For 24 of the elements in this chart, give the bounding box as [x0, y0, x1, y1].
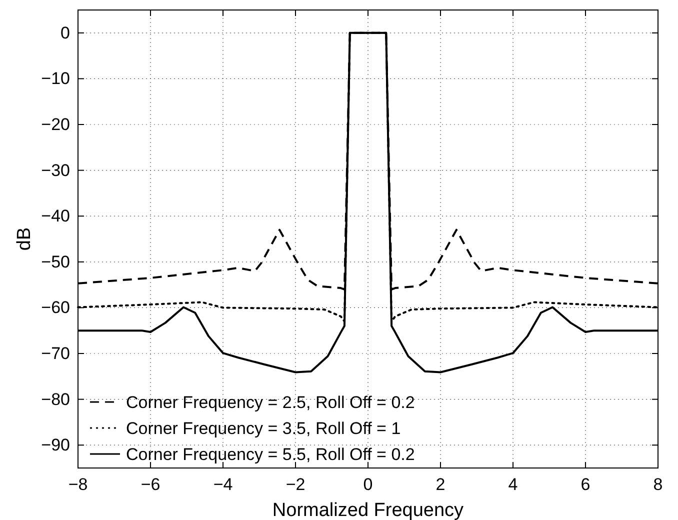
x-tick-label: −2 — [286, 475, 306, 494]
y-tick-label: −30 — [41, 160, 70, 180]
x-tick-label: 4 — [508, 475, 518, 494]
legend-label: Corner Frequency = 5.5, Roll Off = 0.2 — [126, 445, 415, 464]
y-tick-label: −60 — [41, 298, 70, 318]
y-tick-label: −70 — [41, 344, 70, 363]
y-tick-label: −80 — [41, 390, 70, 409]
x-tick-label: 8 — [653, 475, 663, 494]
x-tick-label: 2 — [436, 475, 446, 494]
y-axis-title: dB — [14, 227, 35, 251]
y-tick-label: −40 — [41, 206, 70, 226]
legend-label: Corner Frequency = 3.5, Roll Off = 1 — [126, 419, 401, 438]
y-tick-label: −20 — [41, 114, 70, 134]
legend-label: Corner Frequency = 2.5, Roll Off = 0.2 — [126, 393, 415, 412]
y-tick-label: 0 — [60, 23, 70, 42]
x-tick-label: −4 — [213, 475, 233, 494]
x-tick-label: 0 — [363, 475, 373, 494]
y-tick-label: −50 — [41, 252, 70, 272]
x-tick-label: −6 — [140, 475, 160, 494]
y-tick-label: −10 — [41, 69, 70, 88]
x-tick-label: −8 — [68, 475, 88, 494]
y-tick-label: −90 — [41, 436, 70, 455]
x-tick-label: 6 — [580, 475, 590, 494]
x-axis-title: Normalized Frequency — [272, 500, 464, 520]
